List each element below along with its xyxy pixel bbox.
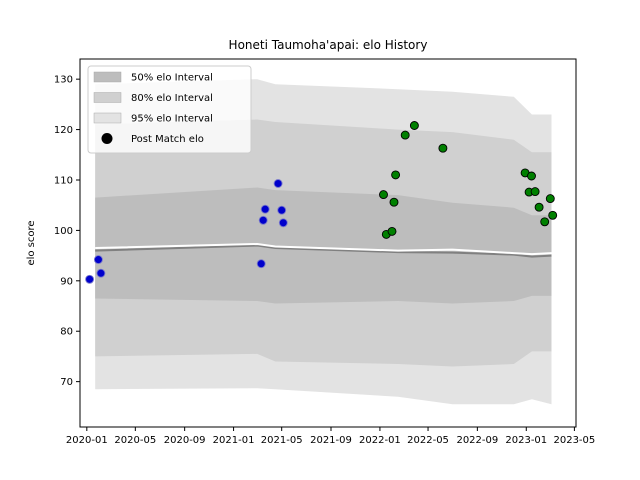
data-point <box>530 187 540 197</box>
data-point <box>540 217 550 227</box>
x-tick-label: 2023-01 <box>505 435 547 446</box>
x-tick-label: 2020-01 <box>66 435 108 446</box>
data-point <box>273 179 283 188</box>
data-point <box>93 255 103 265</box>
data-point <box>527 171 536 181</box>
plot-frame <box>79 58 577 428</box>
y-tick-label: 70 <box>60 377 73 388</box>
data-point <box>277 205 287 215</box>
legend: 50% elo Interval 80% elo Interval 95% elo … <box>87 65 252 154</box>
x-tick-label: 2023-05 <box>553 435 595 446</box>
data-point <box>387 226 397 236</box>
data-point <box>391 170 401 180</box>
legend-marker <box>101 133 113 144</box>
data-point <box>409 121 419 130</box>
data-point <box>96 268 106 278</box>
data-point <box>438 143 448 153</box>
y-axis-label: elo score <box>26 220 37 265</box>
legend-label: 50% elo Interval <box>131 73 213 84</box>
data-point <box>85 274 95 284</box>
data-point <box>379 190 388 200</box>
legend-box <box>87 65 252 154</box>
data-point <box>534 202 544 212</box>
y-tick-label: 80 <box>60 327 73 338</box>
y-tick-label: 120 <box>54 125 73 136</box>
x-tick-label: 2021-05 <box>261 435 303 446</box>
legend-label: Post Match elo <box>131 134 204 145</box>
median-elo-line <box>95 242 552 256</box>
x-tick-label: 2020-05 <box>114 435 156 446</box>
y-tick-label: 100 <box>54 226 73 237</box>
legend-swatch <box>93 71 122 83</box>
legend-swatch <box>93 112 122 124</box>
x-tick-label: 2022-05 <box>407 435 449 446</box>
data-point <box>400 130 410 140</box>
chart-title: Honeti Taumoha'apai: elo History <box>229 38 428 52</box>
mean-elo-line <box>95 244 552 258</box>
x-tick-label: 2022-09 <box>456 435 498 446</box>
legend-swatch <box>93 92 122 103</box>
y-tick-label: 90 <box>60 276 73 287</box>
x-tick-label: 2021-01 <box>213 435 255 446</box>
legend-label: 95% elo Interval <box>131 114 213 125</box>
legend-label: 80% elo Interval <box>131 93 213 104</box>
x-tick-label: 2020-09 <box>164 435 206 446</box>
data-point <box>545 194 555 204</box>
data-point <box>258 215 268 225</box>
data-point <box>389 197 399 207</box>
data-point <box>278 218 288 228</box>
data-point <box>260 204 270 214</box>
plot-area: 2020-01 2020-05 2020-09 2021-01 2021-05 2021-… <box>54 58 595 446</box>
y-tick-label: 110 <box>54 175 73 186</box>
data-point <box>548 210 558 220</box>
band-50-interval <box>95 187 552 304</box>
data-point <box>256 259 266 269</box>
y-tick-label: 130 <box>54 75 73 86</box>
x-tick-label: 2022-01 <box>359 435 401 446</box>
x-tick-label: 2021-09 <box>310 435 352 446</box>
